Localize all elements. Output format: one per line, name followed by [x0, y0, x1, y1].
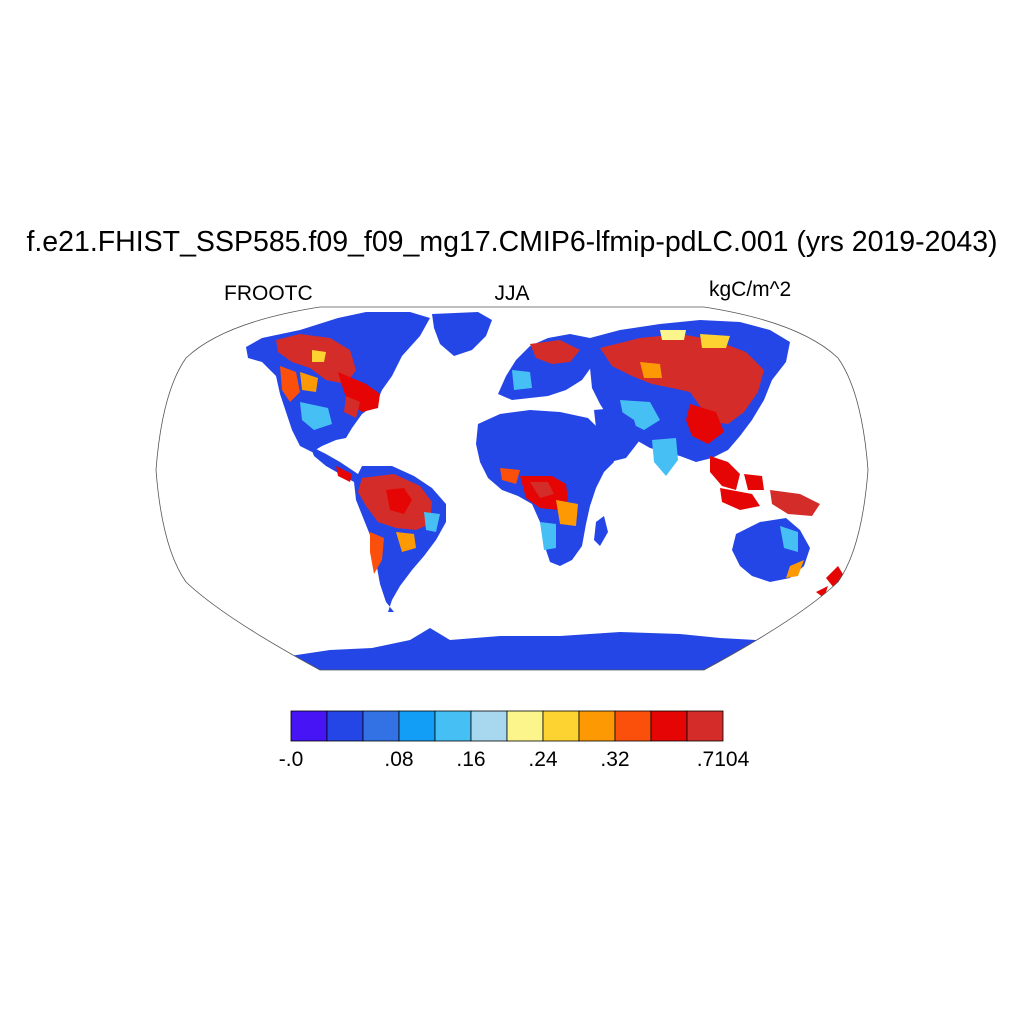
colorbar-box — [362, 710, 400, 742]
colorbar-tick-label: .32 — [600, 748, 630, 771]
plot-title: f.e21.FHIST_SSP585.f09_f09_mg17.CMIP6-lf… — [26, 226, 998, 258]
colorbar-box — [650, 710, 688, 742]
colorbar-box — [398, 710, 436, 742]
colorbar-box — [578, 710, 616, 742]
colorbar-tick-label: .24 — [528, 748, 558, 771]
colorbar-tick-label: .08 — [384, 748, 414, 771]
colorbar-box — [686, 710, 724, 742]
colorbar-box — [290, 710, 328, 742]
antarctica — [270, 628, 790, 670]
units-label: kgC/m^2 — [709, 278, 792, 301]
colorbar-tick-label: .7104 — [696, 748, 750, 771]
colorbar-tick-label: -.0 — [278, 748, 304, 771]
land-fill — [246, 312, 844, 670]
colorbar-box — [542, 710, 580, 742]
colorbar-tick-label: .16 — [456, 748, 486, 771]
colorbar-box — [470, 710, 508, 742]
variable-label: FROOTC — [224, 282, 313, 305]
map-outline — [155, 306, 869, 671]
colorbar-box — [614, 710, 652, 742]
season-label: JJA — [494, 282, 530, 305]
colorbar-box — [434, 710, 472, 742]
colorbar-box — [326, 710, 364, 742]
colorbar-box — [506, 710, 544, 742]
